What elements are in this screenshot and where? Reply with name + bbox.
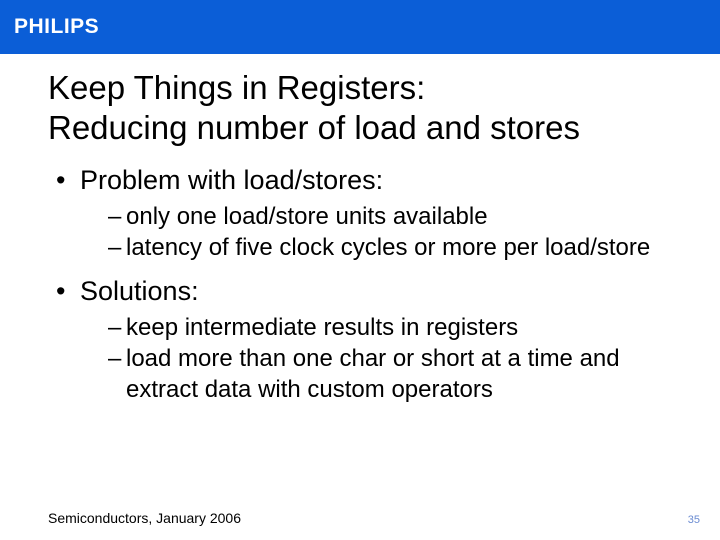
slide-content: Keep Things in Registers: Reducing numbe… [0,54,720,405]
bullet-list: Problem with load/stores: only one load/… [48,163,672,406]
sub-item: load more than one char or short at a ti… [108,344,672,405]
sub-item: keep intermediate results in registers [108,313,672,344]
bullet-problem: Problem with load/stores: only one load/… [56,163,672,264]
bullet-solutions: Solutions: keep intermediate results in … [56,274,672,406]
title-line-2: Reducing number of load and stores [48,109,580,146]
slide-title: Keep Things in Registers: Reducing numbe… [48,68,672,149]
sub-item-text: latency of five clock cycles or more per… [126,234,650,261]
sub-item: only one load/store units available [108,202,672,233]
footer: Semiconductors, January 2006 35 [48,510,700,526]
sub-item-text: keep intermediate results in registers [126,314,518,341]
header-bar: PHILIPS [0,0,720,54]
philips-logo: PHILIPS [14,15,99,39]
sub-list-solutions: keep intermediate results in registers l… [80,313,672,405]
bullet-solutions-text: Solutions: [80,276,199,306]
footer-text: Semiconductors, January 2006 [48,510,241,526]
sub-list-problem: only one load/store units available late… [80,202,672,263]
sub-item: latency of five clock cycles or more per… [108,233,672,264]
title-line-1: Keep Things in Registers: [48,69,425,106]
sub-item-text: only one load/store units available [126,203,488,230]
bullet-problem-text: Problem with load/stores: [80,165,383,195]
sub-item-text: load more than one char or short at a ti… [126,345,620,403]
page-number: 35 [688,514,700,526]
